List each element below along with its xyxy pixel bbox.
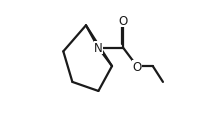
Text: O: O [119,15,128,28]
Text: O: O [132,60,142,73]
Text: N: N [94,42,103,55]
